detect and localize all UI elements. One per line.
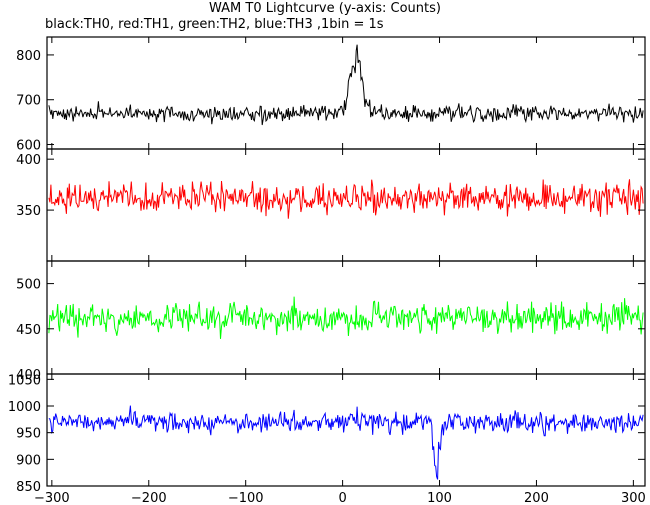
x-tick-label: −300	[34, 491, 70, 505]
x-tick-label: 100	[427, 491, 452, 505]
panel-frame-0	[46, 36, 646, 150]
y-tick-label: 700	[16, 94, 41, 109]
y-tick-label: 500	[16, 278, 41, 293]
y-tick-label: 450	[16, 323, 41, 338]
panel-frame-3	[46, 373, 646, 487]
y-tick-label: 850	[16, 480, 41, 495]
series-line-th2	[48, 296, 644, 339]
series-line-th0	[48, 44, 644, 126]
series-line-th1	[48, 179, 644, 219]
chart-subtitle: black:TH0, red:TH1, green:TH2, blue:TH3 …	[45, 17, 384, 32]
y-tick-label: 400	[16, 153, 41, 168]
y-tick-label: 600	[16, 139, 41, 154]
x-tick-label: 300	[621, 491, 646, 505]
series-line-th3	[48, 405, 644, 480]
x-tick-label: 200	[524, 491, 549, 505]
chart-title: WAM T0 Lightcurve (y-axis: Counts)	[209, 1, 441, 16]
y-tick-label: 1050	[8, 373, 41, 388]
y-tick-label: 950	[16, 427, 41, 442]
x-tick-label: 0	[338, 491, 346, 505]
x-tick-label: −100	[228, 491, 264, 505]
y-tick-label: 900	[16, 453, 41, 468]
y-tick-label: 1000	[8, 400, 41, 415]
y-tick-label: 350	[16, 204, 41, 219]
x-tick-label: −200	[131, 491, 167, 505]
y-tick-label: 800	[16, 49, 41, 64]
y-tick-label: 400	[16, 368, 41, 383]
